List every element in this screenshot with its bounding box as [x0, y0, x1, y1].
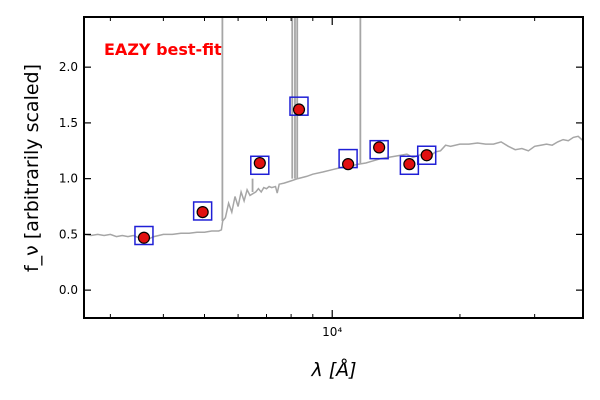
y-tick-label: 0.5 — [59, 227, 78, 241]
model-flux-box — [192, 201, 213, 221]
model-flux-box — [369, 139, 389, 160]
y-axis-label: f_ν [arbitrarily scaled] — [21, 64, 43, 272]
model-flux-box — [416, 145, 437, 165]
observed-point — [341, 158, 355, 171]
y-tick-label: 0.0 — [59, 283, 78, 297]
y-tick-label: 1.5 — [59, 116, 78, 130]
observed-point — [373, 141, 386, 154]
y-tick-label: 2.0 — [59, 60, 78, 74]
observed-points — [137, 103, 433, 244]
emission-lines — [221, 17, 362, 222]
observed-point — [292, 103, 306, 116]
x-tick-label: 10⁴ — [322, 325, 342, 339]
y-tick-label: 1.0 — [59, 172, 78, 186]
model-flux-box — [399, 155, 420, 176]
model-flux-box — [134, 225, 154, 246]
axis-ticks: 0.0 0.5 1.0 1.5 2.0 10⁴ — [59, 17, 583, 339]
observed-point — [253, 156, 266, 170]
observed-point — [420, 149, 433, 162]
observed-point — [137, 231, 151, 244]
model-flux-box — [250, 155, 270, 176]
x-axis-label: λ [Å] — [310, 358, 356, 381]
observed-point — [196, 205, 209, 219]
annotation-label: EAZY best-fit — [104, 40, 222, 59]
model-flux-boxes — [134, 96, 437, 246]
observed-point — [403, 158, 416, 171]
plot-frame — [83, 16, 584, 319]
sed-curve — [84, 135, 583, 240]
